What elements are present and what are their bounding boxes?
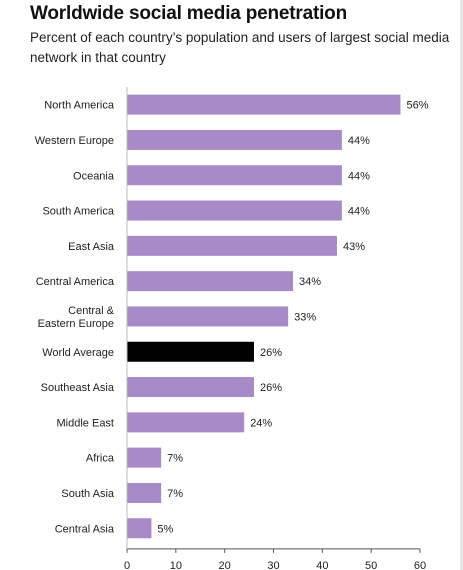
value-label-3: 44%: [348, 206, 370, 218]
bar-1: [127, 129, 342, 150]
category-label-8: Southeast Asia: [41, 382, 115, 394]
value-label-11: 7%: [167, 488, 183, 500]
bar-0: [127, 94, 401, 115]
category-label-3: South America: [42, 206, 114, 218]
bar-8: [127, 377, 254, 398]
bar-10: [127, 447, 162, 468]
value-label-1: 44%: [348, 135, 370, 147]
value-label-7: 26%: [260, 347, 282, 359]
category-labels-group: North America Western Europe Oceania South …: [35, 100, 115, 536]
bar-3: [127, 200, 342, 221]
bar-12: [127, 518, 152, 539]
category-label-1: Western Europe: [35, 135, 114, 147]
value-labels-group: 56% 44% 44% 44% 43% 34% 33% 26% 26% 24% 7% 7% 5%: [157, 100, 428, 536]
value-label-5: 34%: [299, 276, 321, 288]
category-label-0: North America: [44, 100, 115, 112]
value-label-9: 24%: [250, 417, 272, 429]
chart-subtitle: Percent of each country’s population and…: [30, 30, 450, 65]
category-label-9: Middle East: [57, 417, 114, 429]
bar-9: [127, 412, 245, 433]
category-label-11: South Asia: [61, 488, 114, 500]
x-tick-label-2: 20: [219, 560, 231, 570]
x-tick-label-4: 40: [316, 560, 328, 570]
x-tick-label-1: 10: [170, 560, 182, 570]
bar-6: [127, 306, 289, 327]
x-tick-label-6: 60: [414, 560, 426, 570]
value-label-2: 44%: [348, 170, 370, 182]
value-label-4: 43%: [343, 241, 365, 253]
value-label-6: 33%: [294, 311, 316, 323]
category-label-6: Central & Eastern Europe: [38, 305, 115, 330]
value-label-0: 56%: [406, 100, 428, 112]
chart-title: Worldwide social media penetration: [30, 3, 347, 24]
x-axis: 0 10 20 30 40 50 60: [124, 87, 426, 570]
category-label-7: World Average: [42, 347, 114, 359]
right-border: [460, 0, 463, 570]
category-label-5: Central America: [36, 276, 115, 288]
bars-group: [127, 94, 401, 539]
category-label-2: Oceania: [73, 170, 115, 182]
bar-7: [127, 341, 254, 362]
x-tick-label-3: 30: [267, 560, 279, 570]
category-label-10: Africa: [86, 453, 115, 465]
bar-2: [127, 165, 342, 186]
bar-4: [127, 235, 337, 256]
x-tick-label-0: 0: [124, 560, 130, 570]
value-label-10: 7%: [167, 453, 183, 465]
category-label-12: Central Asia: [55, 523, 115, 535]
bar-11: [127, 482, 162, 503]
x-tick-label-5: 50: [365, 560, 377, 570]
value-label-12: 5%: [157, 523, 173, 535]
bar-5: [127, 271, 294, 292]
value-label-8: 26%: [260, 382, 282, 394]
category-label-4: East Asia: [68, 241, 115, 253]
